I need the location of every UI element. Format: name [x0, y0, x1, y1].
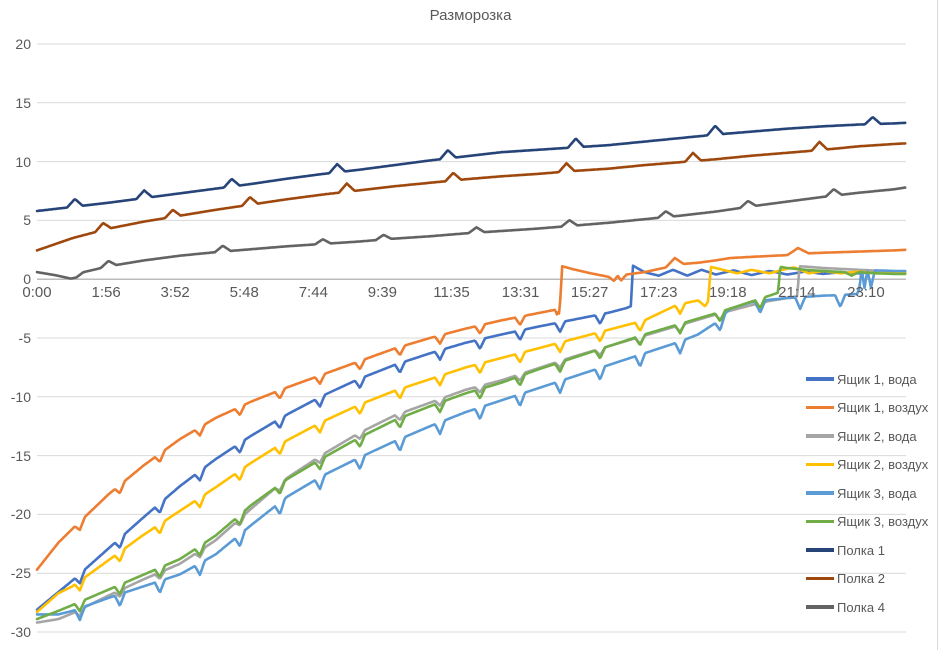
x-tick-label: 11:35 — [433, 284, 470, 301]
x-tick-label: 7:44 — [298, 284, 328, 301]
y-tick-label: 20 — [15, 36, 31, 52]
series-line-9 — [35, 186, 907, 280]
legend-swatch — [806, 576, 834, 581]
y-tick-label: -15 — [10, 447, 31, 464]
series-line-5 — [35, 269, 907, 622]
legend-swatch — [806, 434, 834, 438]
x-tick-label: 5:48 — [229, 284, 259, 301]
legend-swatch — [806, 605, 834, 609]
legend-item-4: Ящик 2, воздух — [806, 457, 928, 473]
series-line-6 — [35, 265, 907, 621]
legend-item-7: Полка 1 — [806, 542, 885, 558]
y-tick-label: -30 — [10, 624, 31, 640]
series-line-2 — [35, 246, 907, 571]
series-line-4 — [35, 265, 907, 614]
legend-swatch — [806, 462, 834, 467]
series-line-7 — [35, 116, 907, 213]
y-tick-label: 5 — [23, 212, 31, 229]
legend-item-3: Ящик 2, вода — [806, 428, 917, 444]
series-line-1 — [35, 264, 907, 611]
x-tick-label: 15:27 — [570, 284, 609, 301]
legend-swatch — [806, 405, 834, 410]
legend-label: Ящик 2, вода — [837, 428, 917, 444]
legend-label: Полка 2 — [837, 571, 885, 586]
legend-item-6: Ящик 3, воздух — [806, 514, 928, 530]
legend-swatch — [806, 548, 834, 552]
x-tick-label: 21:14 — [778, 284, 816, 301]
y-tick-label: 10 — [15, 153, 31, 170]
y-tick-label: 15 — [15, 94, 31, 111]
legend-item-9: Полка 4 — [806, 599, 885, 615]
y-tick-label: -10 — [10, 388, 31, 405]
series-line-3 — [35, 265, 907, 624]
legend-label: Полка 1 — [837, 542, 885, 558]
y-tick-label: -5 — [18, 330, 31, 346]
x-tick-label: 3:52 — [160, 284, 190, 301]
legend-label: Ящик 1, вода — [837, 371, 917, 387]
x-tick-label: 23:10 — [847, 284, 885, 301]
x-tick-label: 0:00 — [22, 284, 52, 301]
legend-item-8: Полка 2 — [806, 571, 885, 587]
x-tick-label: 17:23 — [639, 284, 678, 301]
legend-swatch — [806, 377, 834, 381]
legend-item-1: Ящик 1, вода — [806, 371, 917, 387]
y-tick-label: -25 — [10, 565, 31, 582]
legend-label: Ящик 1, воздух — [837, 400, 929, 415]
legend-label: Ящик 3, вода — [837, 485, 917, 501]
x-tick-label: 1:56 — [91, 284, 121, 301]
series-line-8 — [35, 140, 907, 252]
y-tick-label: -20 — [10, 506, 31, 523]
chart-title: Разморозка — [429, 7, 512, 24]
legend-swatch — [806, 491, 834, 495]
y-tick-label: 0 — [23, 271, 31, 288]
x-tick-label: 9:39 — [367, 284, 397, 301]
x-tick-label: 19:18 — [709, 284, 747, 301]
x-tick-label: 13:31 — [501, 284, 540, 301]
legend-label: Ящик 2, воздух — [837, 457, 929, 472]
legend-label: Полка 4 — [837, 599, 885, 615]
legend-item-2: Ящик 1, воздух — [806, 400, 928, 416]
legend-item-5: Ящик 3, вода — [806, 485, 917, 501]
legend-label: Ящик 3, воздух — [837, 514, 929, 529]
legend-swatch — [806, 519, 834, 524]
